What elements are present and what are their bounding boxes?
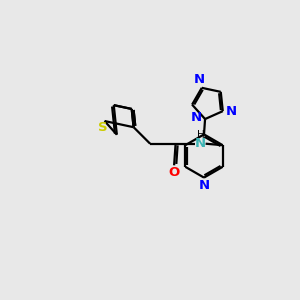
Text: N: N [191, 111, 202, 124]
Text: S: S [98, 121, 108, 134]
Text: N: N [194, 73, 205, 86]
Text: N: N [195, 137, 206, 150]
Text: N: N [198, 178, 210, 192]
Text: N: N [226, 105, 237, 118]
Text: O: O [169, 166, 180, 179]
Text: H: H [197, 130, 205, 140]
